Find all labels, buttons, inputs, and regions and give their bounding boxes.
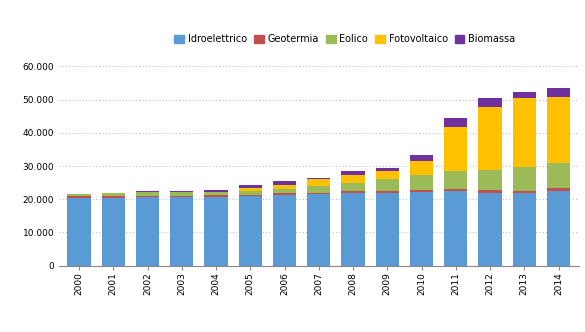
- Bar: [170, 196, 194, 197]
- Bar: [512, 167, 536, 191]
- Legend: Idroelettrico, Geotermia, Eolico, Fotovoltaico, Biomassa: Idroelettrico, Geotermia, Eolico, Fotovo…: [174, 34, 515, 44]
- Bar: [342, 191, 364, 193]
- Bar: [239, 191, 262, 195]
- Bar: [170, 192, 194, 196]
- Bar: [376, 179, 399, 191]
- Bar: [512, 92, 536, 98]
- Bar: [479, 170, 502, 190]
- Bar: [170, 191, 194, 192]
- Bar: [376, 193, 399, 266]
- Bar: [444, 118, 467, 127]
- Bar: [547, 191, 570, 266]
- Bar: [547, 97, 570, 163]
- Bar: [479, 98, 502, 107]
- Bar: [67, 198, 91, 266]
- Bar: [307, 193, 331, 194]
- Bar: [376, 171, 399, 179]
- Bar: [342, 175, 364, 183]
- Bar: [136, 192, 159, 196]
- Bar: [479, 193, 502, 266]
- Bar: [273, 181, 296, 185]
- Bar: [547, 88, 570, 97]
- Bar: [239, 185, 262, 188]
- Bar: [136, 197, 159, 266]
- Bar: [342, 171, 364, 175]
- Bar: [376, 168, 399, 171]
- Bar: [479, 190, 502, 193]
- Bar: [67, 194, 91, 196]
- Bar: [444, 189, 467, 191]
- Bar: [547, 188, 570, 191]
- Bar: [136, 191, 159, 192]
- Bar: [273, 189, 296, 193]
- Bar: [102, 198, 125, 266]
- Bar: [273, 185, 296, 189]
- Bar: [273, 195, 296, 266]
- Bar: [204, 190, 228, 192]
- Bar: [67, 196, 91, 198]
- Bar: [410, 161, 433, 175]
- Bar: [307, 186, 331, 193]
- Bar: [204, 195, 228, 197]
- Bar: [410, 175, 433, 190]
- Bar: [239, 188, 262, 191]
- Bar: [444, 171, 467, 189]
- Bar: [170, 197, 194, 266]
- Bar: [342, 183, 364, 191]
- Bar: [479, 107, 502, 170]
- Bar: [444, 127, 467, 171]
- Bar: [204, 197, 228, 266]
- Bar: [547, 163, 570, 188]
- Bar: [102, 193, 125, 196]
- Bar: [410, 155, 433, 161]
- Bar: [410, 192, 433, 266]
- Bar: [342, 193, 364, 266]
- Bar: [512, 98, 536, 167]
- Bar: [376, 191, 399, 193]
- Bar: [410, 190, 433, 192]
- Bar: [307, 194, 331, 266]
- Bar: [273, 193, 296, 195]
- Bar: [102, 196, 125, 198]
- Bar: [512, 193, 536, 266]
- Bar: [204, 192, 228, 195]
- Bar: [136, 196, 159, 197]
- Bar: [239, 195, 262, 196]
- Bar: [307, 178, 331, 179]
- Bar: [512, 191, 536, 193]
- Bar: [239, 196, 262, 266]
- Bar: [444, 191, 467, 266]
- Bar: [307, 179, 331, 186]
